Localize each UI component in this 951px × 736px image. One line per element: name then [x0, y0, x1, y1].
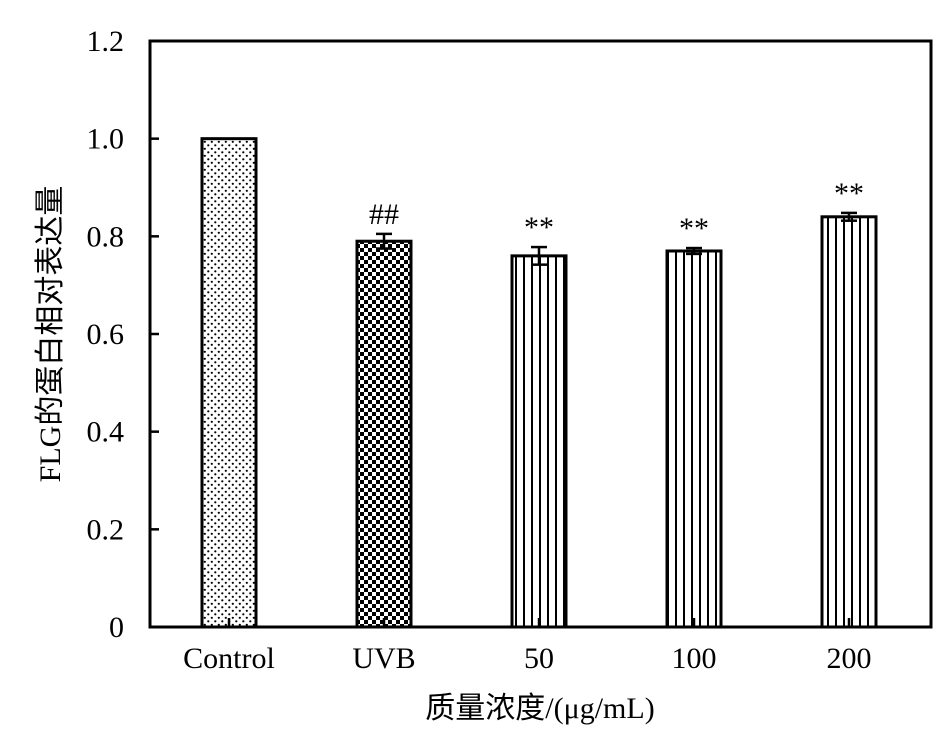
- significance-mark: **: [834, 177, 864, 210]
- significance-mark: **: [524, 211, 554, 244]
- x-tick-label: 200: [827, 642, 872, 675]
- bar-control: [200, 137, 258, 629]
- y-tick-label: 0.6: [87, 318, 125, 351]
- significance-mark: **: [679, 212, 709, 245]
- y-axis-title: FLG的蛋白相对表达量: [34, 186, 67, 483]
- y-tick-label: 0: [109, 611, 124, 644]
- bar-200: [820, 215, 878, 629]
- y-tick-label: 0.2: [87, 513, 125, 546]
- x-tick-label: Control: [183, 642, 275, 675]
- bar-uvb: [355, 239, 413, 629]
- y-tick-label: 1.2: [87, 25, 125, 58]
- bar-100: [665, 249, 723, 629]
- x-tick-label: 100: [672, 642, 717, 675]
- x-tick-label: 50: [524, 642, 554, 675]
- y-tick-label: 0.8: [87, 220, 125, 253]
- bars: ## ** ** **: [200, 137, 878, 629]
- x-axis-title: 质量浓度/(μg/mL): [425, 692, 654, 725]
- x-tick-label: UVB: [352, 642, 415, 675]
- bar-50: [510, 254, 568, 629]
- y-axis: 0 0.2 0.4 0.6 0.8 1.0 1.2: [87, 25, 159, 644]
- x-axis: Control UVB 50 100 200: [183, 618, 872, 675]
- y-tick-label: 1.0: [87, 123, 125, 156]
- y-tick-label: 0.4: [87, 416, 125, 449]
- significance-mark: ##: [369, 198, 399, 231]
